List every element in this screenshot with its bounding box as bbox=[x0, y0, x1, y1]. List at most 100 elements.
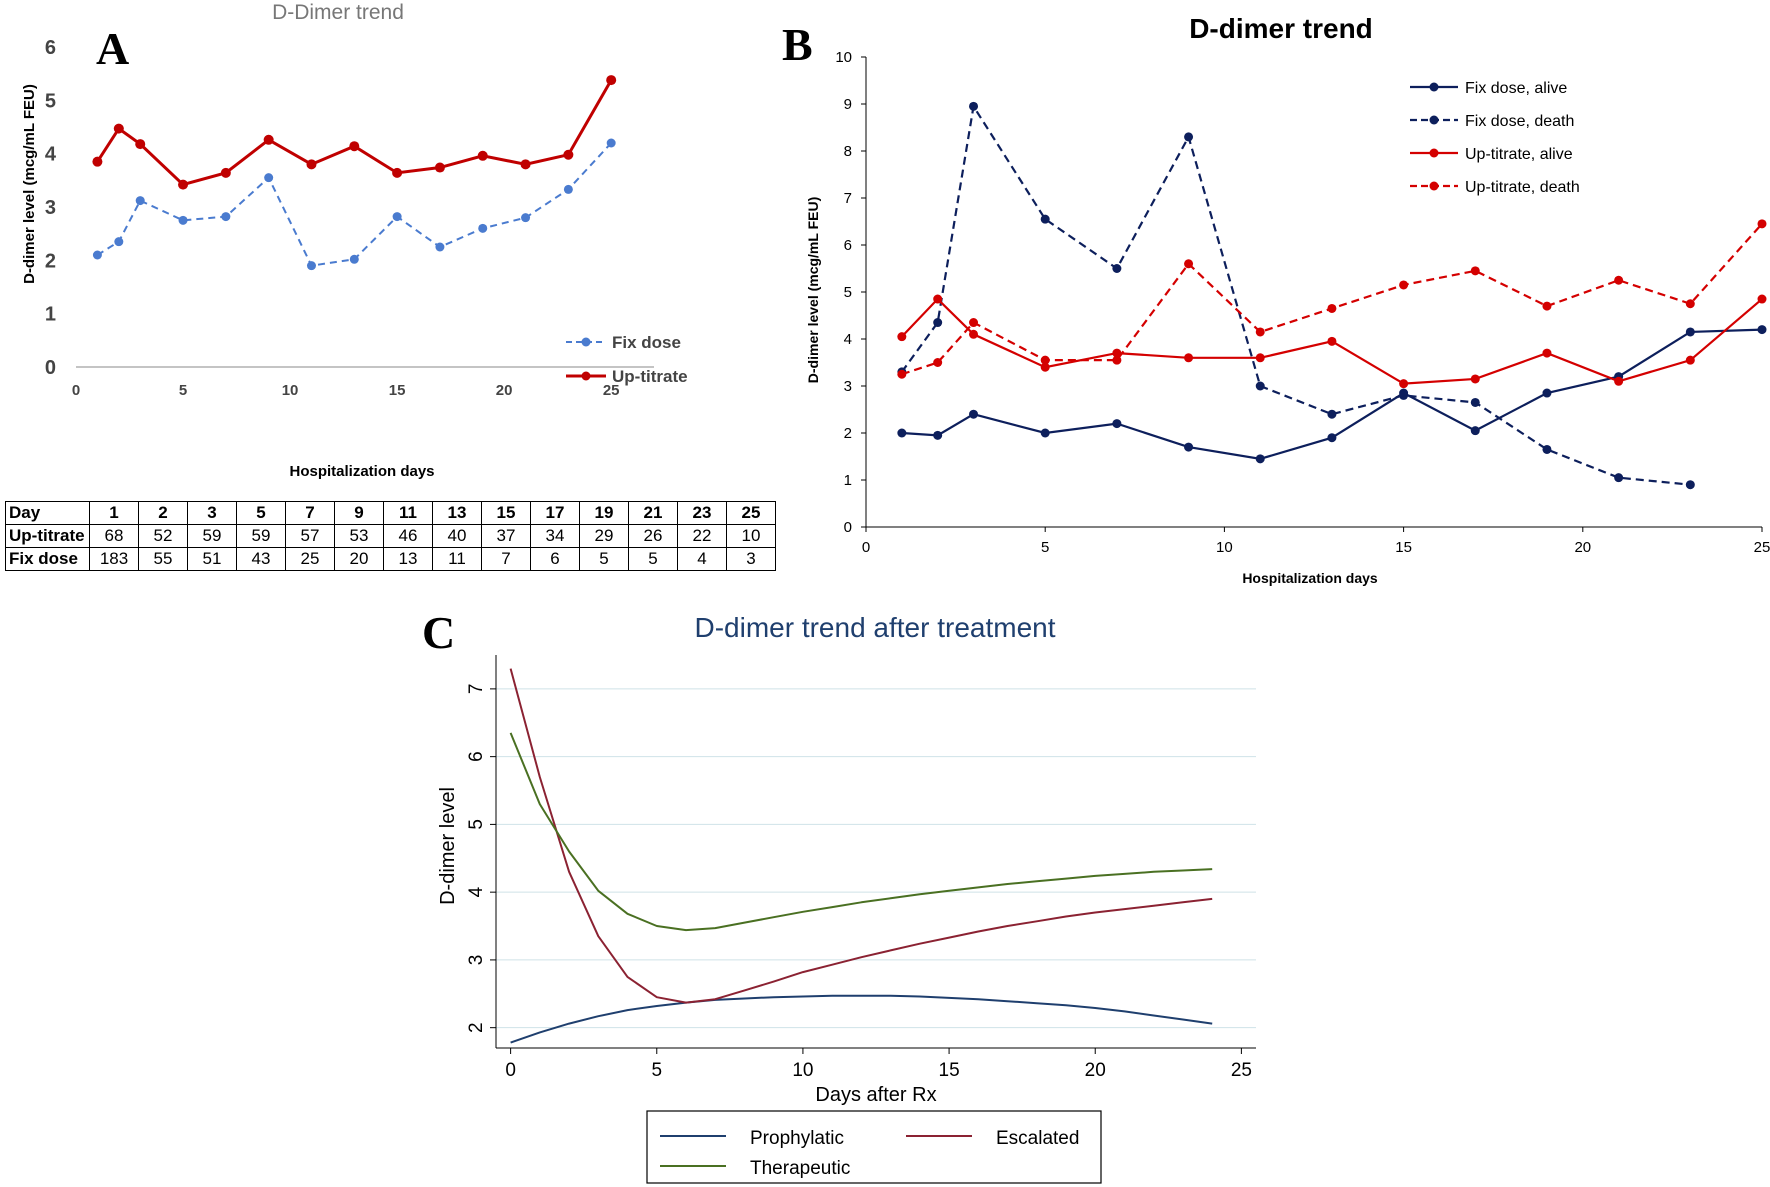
panel-b-point bbox=[1327, 409, 1337, 419]
panel-a-ylabel: D-dimer level (mcg/mL FEU) bbox=[21, 84, 38, 284]
panel-a-point bbox=[92, 250, 102, 260]
panel-a-point bbox=[392, 212, 402, 222]
table-cell: 57 bbox=[285, 524, 335, 548]
table-cell: Fix dose bbox=[5, 547, 90, 571]
panel-b-legend-label: Fix dose, alive bbox=[1465, 80, 1567, 97]
panel-c-legend: Prophylatic Escalated Therapeutic bbox=[646, 1110, 1102, 1184]
table-cell: 25 bbox=[285, 547, 335, 571]
panel-b-label: B bbox=[782, 19, 813, 70]
panel-b-point bbox=[1184, 442, 1194, 452]
table-header-cell: 3 bbox=[187, 501, 237, 525]
table-cell: 43 bbox=[236, 547, 286, 571]
panel-b-point bbox=[1255, 327, 1265, 337]
panel-a-xtick-label: 0 bbox=[72, 382, 80, 399]
panel-a-legend-label: Fix dose bbox=[612, 333, 681, 352]
panel-b-point bbox=[1399, 379, 1409, 389]
panel-b-point bbox=[1255, 454, 1265, 464]
panel-a-legend-marker bbox=[581, 337, 591, 347]
panel-b-series bbox=[897, 101, 1767, 490]
table-cell: 37 bbox=[481, 524, 531, 548]
panel-b-xtick-label: 0 bbox=[862, 539, 870, 556]
panel-a-xtick-label: 25 bbox=[603, 382, 620, 399]
panel-a-ytick-label: 2 bbox=[45, 250, 56, 272]
panel-b-point bbox=[1757, 325, 1767, 335]
panel-c-xtick-label: 15 bbox=[939, 1060, 960, 1081]
panel-b-point bbox=[1327, 336, 1337, 346]
panel-b-point bbox=[1685, 355, 1695, 365]
panel-a-point bbox=[221, 212, 231, 222]
panel-b-point bbox=[1470, 397, 1480, 407]
panel-b-point bbox=[933, 318, 943, 328]
panel-b-xtick-label: 25 bbox=[1754, 539, 1770, 556]
panel-c-xtick-label: 25 bbox=[1231, 1060, 1252, 1081]
table-cell: 34 bbox=[530, 524, 580, 548]
panel-b-point bbox=[1399, 390, 1409, 400]
table-cell: 29 bbox=[579, 524, 629, 548]
panel-a-point bbox=[178, 215, 188, 225]
panel-a-ytick-label: 0 bbox=[45, 357, 56, 379]
panel-a-xtick-label: 5 bbox=[179, 382, 187, 399]
panel-b-point bbox=[969, 329, 979, 339]
panel-c-ytick-label: 7 bbox=[466, 684, 487, 695]
table-cell: 22 bbox=[677, 524, 727, 548]
panel-a-ytick-label: 3 bbox=[45, 197, 56, 219]
table-cell: 52 bbox=[138, 524, 188, 548]
table-cell: Up-titrate bbox=[5, 524, 90, 548]
panel-c-xlabel: Days after Rx bbox=[815, 1084, 936, 1106]
panel-b-point bbox=[1327, 433, 1337, 443]
panel-b-ytick-label: 5 bbox=[844, 284, 852, 301]
panel-b-xtick-label: 5 bbox=[1041, 539, 1049, 556]
panel-a-point bbox=[135, 196, 145, 206]
panel-c-ytick-label: 5 bbox=[466, 819, 487, 830]
panel-b-point bbox=[1112, 419, 1122, 429]
panel-b-point bbox=[1542, 388, 1552, 398]
panel-b-point bbox=[969, 409, 979, 419]
panel-a-point bbox=[113, 123, 124, 134]
panel-a-point bbox=[306, 261, 316, 271]
panel-c-xtick-label: 5 bbox=[651, 1060, 662, 1081]
panel-a-point bbox=[563, 149, 574, 160]
panel-b-point bbox=[1542, 348, 1552, 358]
panel-c: C D-dimer trend after treatment D-dimer … bbox=[422, 607, 1256, 1184]
panel-b-point bbox=[1112, 264, 1122, 273]
table-cell: 20 bbox=[334, 547, 384, 571]
panel-c-grid bbox=[496, 688, 1256, 1029]
panel-b-ytick-label: 8 bbox=[844, 143, 852, 160]
panel-a-xlabel: Hospitalization days bbox=[289, 463, 434, 480]
panel-a-title: D-Dimer trend bbox=[272, 1, 404, 24]
panel-a-legend-label: Up-titrate bbox=[612, 367, 688, 386]
table-header-cell: 1 bbox=[89, 501, 139, 525]
table-header-cell: 9 bbox=[334, 501, 384, 525]
table-header-cell: 23 bbox=[677, 501, 727, 525]
table-cell: 40 bbox=[432, 524, 482, 548]
panel-b-title: D-dimer trend bbox=[1189, 13, 1373, 44]
table-cell: 59 bbox=[187, 524, 237, 548]
table-header-cell: 2 bbox=[138, 501, 188, 525]
panel-a-ytick-label: 5 bbox=[45, 90, 56, 112]
panel-a-point bbox=[520, 159, 531, 170]
table-header-cell: 5 bbox=[236, 501, 286, 525]
panel-b-point bbox=[1184, 132, 1194, 142]
panel-b-xtick-label: 15 bbox=[1395, 539, 1412, 556]
panel-b-series-line-0 bbox=[901, 328, 1763, 460]
panel-a-xtick-label: 20 bbox=[496, 382, 513, 399]
table-cell: 51 bbox=[187, 547, 237, 571]
panel-b-legend-label: Up-titrate, alive bbox=[1465, 146, 1573, 163]
panel-a-series-line-1 bbox=[96, 79, 613, 187]
panel-b-legend-marker bbox=[1429, 82, 1439, 92]
table-header-cell: 17 bbox=[530, 501, 580, 525]
panel-b-ytick-label: 9 bbox=[844, 96, 852, 113]
panel-c-legend-label: Therapeutic bbox=[750, 1158, 850, 1179]
panel-c-xtick-label: 10 bbox=[792, 1060, 813, 1081]
panel-b-xlabel: Hospitalization days bbox=[1242, 570, 1378, 586]
panel-b-axes bbox=[865, 57, 1762, 528]
panel-b-point bbox=[1685, 299, 1695, 309]
panel-a-point bbox=[114, 237, 124, 247]
table-cell: 59 bbox=[236, 524, 286, 548]
panel-b-point bbox=[1470, 426, 1480, 436]
panel-c-series-line-1 bbox=[509, 668, 1213, 1004]
table-cell: 53 bbox=[334, 524, 384, 548]
panel-b-point bbox=[969, 318, 979, 328]
panel-b-point bbox=[1040, 214, 1050, 224]
